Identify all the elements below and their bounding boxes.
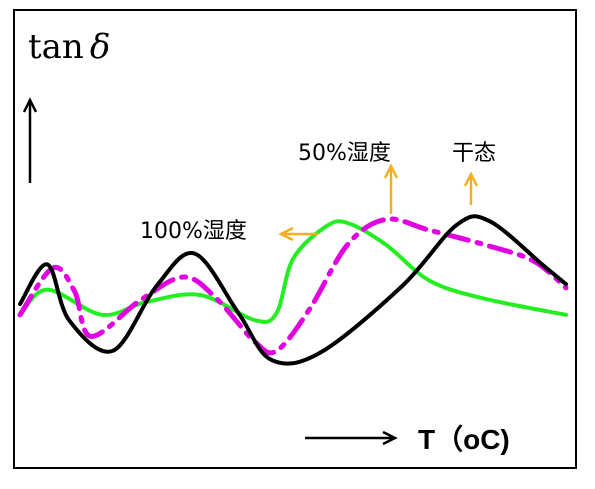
y-axis-label: tan δ [28,27,110,67]
annotation-arrow-hum100 [278,226,318,242]
series-line-hum100 [18,219,568,324]
y-axis-arrow [22,97,38,183]
y-axis-label-main: tan [28,27,84,67]
annotation-arrow-dry [463,171,479,205]
annotation-arrow-hum50 [383,163,399,214]
y-axis-label-symbol: δ [90,27,110,67]
annotation-label-dry: 干态 [452,141,496,166]
series-line-dry [18,214,568,366]
series-line-hum50 [17,216,569,356]
series-layer [17,214,569,366]
x-axis-arrow [305,430,398,446]
x-axis-label: T（oC) [418,423,510,455]
annotation-label-hum100: 100%湿度 [140,219,247,244]
annotation-label-hum50: 50%湿度 [298,141,391,166]
chart-frame [13,9,577,469]
annotation-arrows [278,163,479,242]
